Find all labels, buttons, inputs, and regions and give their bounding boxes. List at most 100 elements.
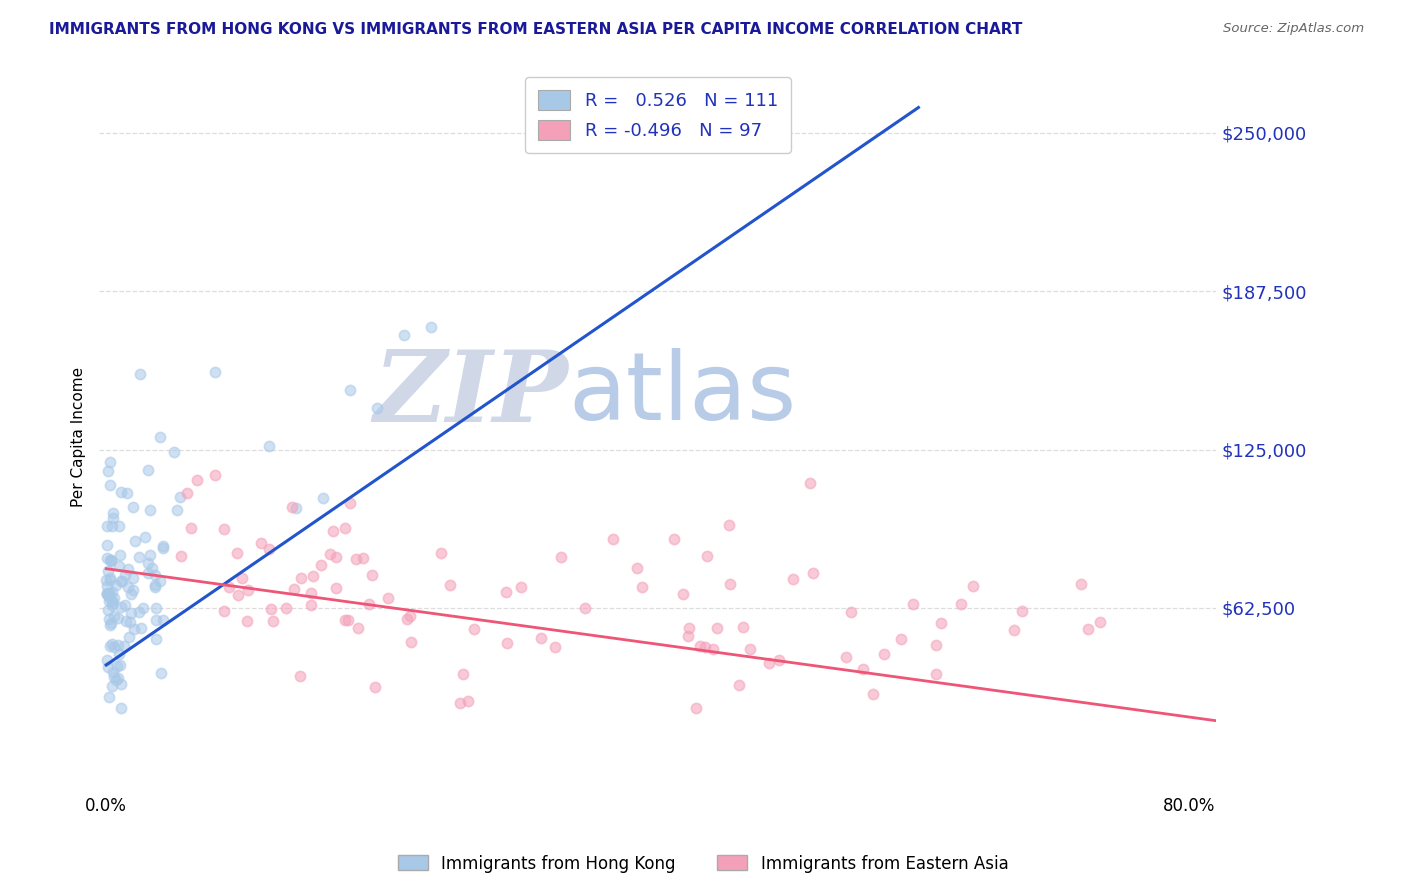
Point [117,580,139,594]
Point [250,536,273,550]
Point [352,551,374,566]
Point [333,521,356,535]
Point [929,615,952,630]
Point [129,367,152,381]
Point [143,578,166,592]
Point [676,629,699,643]
Point [299,585,322,599]
Point [281,500,304,514]
Point [457,694,479,708]
Point [162,445,184,459]
Point [96,587,118,601]
Point [139,503,162,517]
Point [122,582,145,597]
Point [149,666,172,681]
Point [360,568,382,582]
Point [204,467,226,482]
Point [152,541,174,555]
Point [740,641,762,656]
Point [1077,622,1099,636]
Point [204,365,226,379]
Point [128,549,150,564]
Point [901,597,924,611]
Point [98,573,121,587]
Point [96,573,118,587]
Point [226,588,249,602]
Point [696,549,718,563]
Point [574,601,596,615]
Point [115,615,138,629]
Point [693,640,716,654]
Point [110,574,132,588]
Point [96,653,118,667]
Point [98,477,121,491]
Point [170,549,193,563]
Point [260,602,283,616]
Point [97,690,120,704]
Text: atlas: atlas [568,349,797,441]
Point [120,615,142,629]
Point [97,587,120,601]
Point [420,320,443,334]
Point [218,580,240,594]
Point [143,568,166,582]
Point [166,503,188,517]
Point [339,384,361,398]
Point [108,559,131,574]
Point [100,585,122,599]
Point [97,612,120,626]
Point [98,618,121,632]
Point [662,533,685,547]
Point [333,613,356,627]
Point [152,613,174,627]
Y-axis label: Per Capita Income: Per Capita Income [72,367,86,507]
Point [108,519,131,533]
Point [122,622,145,636]
Point [678,621,700,635]
Point [325,550,347,565]
Point [392,327,415,342]
Point [114,568,136,582]
Point [108,657,131,672]
Point [238,583,260,598]
Point [98,571,121,585]
Point [718,576,741,591]
Point [120,606,142,620]
Point [706,621,728,635]
Point [344,552,367,566]
Point [366,401,388,416]
Point [399,635,422,649]
Point [799,475,821,490]
Point [101,680,124,694]
Point [103,640,125,654]
Point [718,517,741,532]
Text: Source: ZipAtlas.com: Source: ZipAtlas.com [1223,22,1364,36]
Point [339,495,361,509]
Point [145,613,167,627]
Point [121,571,143,585]
Point [347,621,370,635]
Point [132,601,155,615]
Point [364,680,387,694]
Point [108,647,131,661]
Point [96,586,118,600]
Point [862,687,884,701]
Point [257,541,280,556]
Point [319,547,342,561]
Point [101,510,124,524]
Point [141,561,163,575]
Point [101,598,124,612]
Point [449,696,471,710]
Text: IMMIGRANTS FROM HONG KONG VS IMMIGRANTS FROM EASTERN ASIA PER CAPITA INCOME CORR: IMMIGRANTS FROM HONG KONG VS IMMIGRANTS … [49,22,1022,37]
Point [145,632,167,646]
Point [152,539,174,553]
Point [96,587,118,601]
Point [96,538,118,552]
Point [96,550,118,565]
Point [103,591,125,606]
Point [689,639,711,653]
Point [100,616,122,631]
Point [835,650,858,665]
Point [122,500,145,514]
Point [1088,615,1111,630]
